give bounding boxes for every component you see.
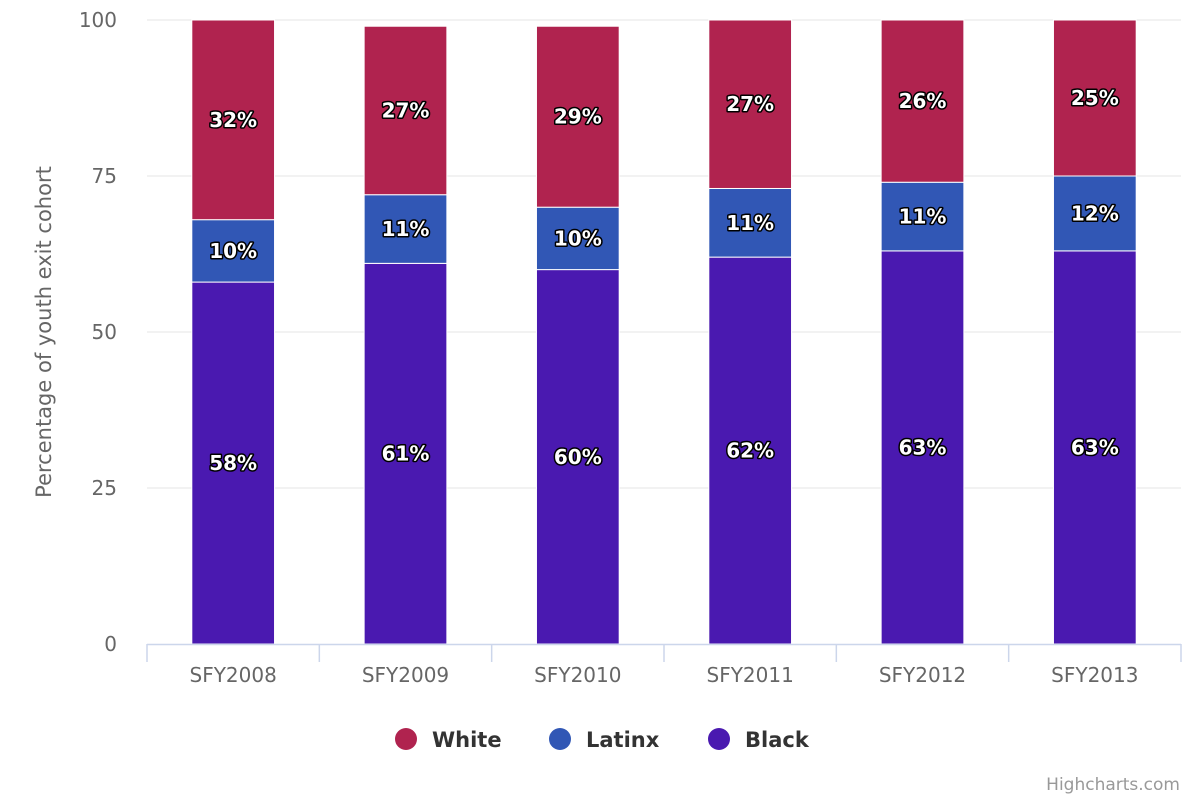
data-label: 32% [209,108,257,132]
data-label: 11% [382,217,430,241]
x-tick-label: SFY2008 [190,663,277,687]
data-label: 27% [726,92,774,116]
bar-segment-latinx[interactable] [708,187,793,258]
bar-segment-black[interactable] [191,281,276,645]
bar-segment-white[interactable] [708,19,793,189]
legend-marker [395,728,417,750]
data-label: 11% [726,211,774,235]
data-labels: 58% 10% 32% 61% 11% 27% 60% 10% 29% 62% 11% 27% 63% 1… [208,85,1121,477]
bar-segment-latinx[interactable] [535,206,620,271]
y-axis-title: Percentage of youth exit cohort [32,166,56,498]
legend-label: Latinx [586,728,660,752]
data-label: 61% [382,442,430,466]
x-tick-label: SFY2011 [707,663,794,687]
bar-segment-latinx[interactable] [191,219,276,283]
data-label: 60% [554,445,602,469]
legend-label: Black [745,728,810,752]
data-label: 63% [899,435,947,459]
legend-item-white[interactable]: White [395,728,502,752]
x-tick-label: SFY2013 [1051,663,1138,687]
data-label: 58% [209,451,257,475]
bar-segment-white[interactable] [1052,19,1137,177]
data-label: 26% [899,89,947,113]
data-label: 25% [1071,86,1119,110]
bar-segment-black[interactable] [535,269,620,645]
bar-segment-black[interactable] [363,262,448,645]
y-tick-label: 75 [92,164,117,188]
legend-item-black[interactable]: Black [708,728,810,752]
bar-segment-latinx[interactable] [363,194,448,264]
data-label: 10% [209,239,257,263]
y-tick-label: 25 [92,476,117,500]
legend-item-latinx[interactable]: Latinx [549,728,660,752]
bar-segment-white[interactable] [191,19,276,221]
x-tick-label: SFY2010 [534,663,621,687]
legend-marker [549,728,571,750]
data-label: 62% [726,439,774,463]
data-label: 12% [1071,201,1119,225]
legend: White Latinx Black [395,728,810,752]
gridlines [147,19,1181,489]
y-tick-label: 0 [104,632,117,656]
x-tick-label: SFY2012 [879,663,966,687]
bar-segment-black[interactable] [1052,250,1137,645]
credits-link[interactable]: Highcharts.com [1046,775,1180,795]
legend-marker [708,728,730,750]
bars [191,19,1137,645]
bar-segment-white[interactable] [535,25,620,208]
y-tick-label: 100 [79,8,117,32]
data-label: 63% [1071,435,1119,459]
legend-label: White [432,728,502,752]
bar-segment-white[interactable] [880,19,965,183]
x-axis: SFY2008 SFY2009 SFY2010 SFY2011 SFY2012 SFY20… [146,643,1182,687]
bar-segment-white[interactable] [363,25,448,196]
data-label: 10% [554,226,602,250]
y-axis: 0 25 50 75 100 [79,8,117,656]
data-label: 27% [382,98,430,122]
data-label: 11% [899,205,947,229]
x-tick-label: SFY2009 [362,663,449,687]
data-label: 29% [554,105,602,129]
y-tick-label: 50 [92,320,117,344]
bar-segment-latinx[interactable] [1052,175,1137,252]
